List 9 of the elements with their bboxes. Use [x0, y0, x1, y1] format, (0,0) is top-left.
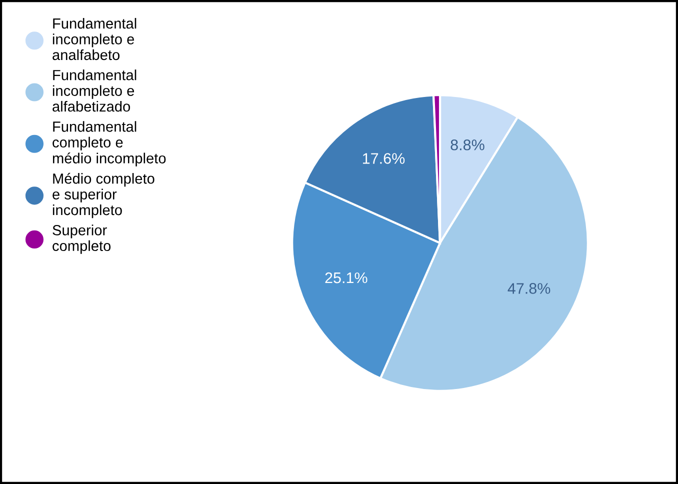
- data-label: 17.6%: [362, 153, 405, 164]
- legend-label: Superior completo: [52, 224, 111, 254]
- legend-label: Fundamental incompleto e analfabeto: [52, 18, 136, 60]
- legend-label: Fundamental completo e médio incompleto: [52, 121, 166, 166]
- data-label: 25.1%: [325, 272, 368, 284]
- legend-label: Médio completo e superior incompleto: [52, 172, 154, 218]
- data-label: 8.8%: [450, 139, 484, 150]
- data-label: 47.8%: [508, 283, 550, 294]
- legend-label: Fundamental incompleto e alfabetizado: [52, 70, 136, 112]
